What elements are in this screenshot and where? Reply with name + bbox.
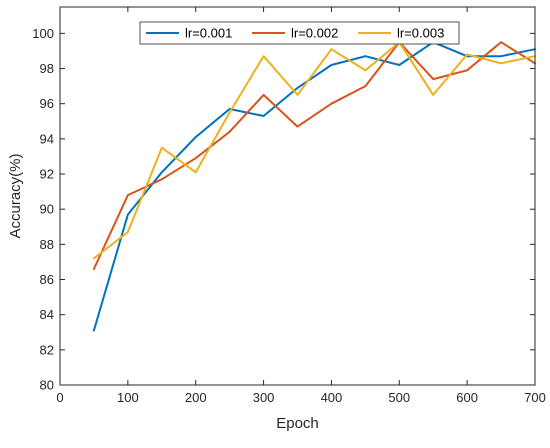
x-tick-label: 300 bbox=[253, 390, 275, 405]
y-tick-label: 100 bbox=[32, 26, 54, 41]
plot-area bbox=[60, 7, 535, 385]
series-line-lr=0.003 bbox=[92, 41, 536, 260]
x-tick-label: 500 bbox=[388, 390, 410, 405]
y-tick-label: 92 bbox=[40, 167, 54, 182]
series-line-lr=0.001 bbox=[92, 41, 536, 332]
legend-label-lr-0.003: lr=0.003 bbox=[397, 26, 444, 41]
y-tick-label: 96 bbox=[40, 96, 54, 111]
y-tick-label: 90 bbox=[40, 202, 54, 217]
x-tick-label: 200 bbox=[185, 390, 207, 405]
y-tick-label: 80 bbox=[40, 378, 54, 393]
legend: lr=0.001 lr=0.002 lr=0.003 bbox=[139, 21, 460, 45]
x-tick-label: 400 bbox=[321, 390, 343, 405]
series-lines bbox=[92, 41, 536, 332]
y-tick-label: 88 bbox=[40, 237, 54, 252]
legend-label-lr-0.001: lr=0.001 bbox=[185, 26, 232, 41]
x-tick-label: 600 bbox=[456, 390, 478, 405]
y-tick-label: 82 bbox=[40, 342, 54, 357]
y-axis-label: Accuracy(%) bbox=[7, 153, 24, 238]
plot-frame bbox=[59, 6, 536, 386]
y-tick-label: 84 bbox=[40, 307, 54, 322]
x-tick-label: 100 bbox=[117, 390, 139, 405]
legend-label-lr-0.002: lr=0.002 bbox=[291, 26, 338, 41]
y-tick-label: 98 bbox=[40, 61, 54, 76]
legend-box bbox=[139, 21, 460, 45]
x-tick-label: 0 bbox=[56, 390, 63, 405]
series-line-lr=0.002 bbox=[92, 41, 536, 270]
x-axis-label: Epoch bbox=[276, 415, 319, 432]
y-tick-label: 94 bbox=[40, 131, 54, 146]
axis-ticks bbox=[59, 7, 536, 386]
axis-tick-labels: 0 100 200 300 400 500 600 700 80 82 84 86 88 90 92 94 96… bbox=[32, 26, 546, 405]
x-tick-label: 700 bbox=[524, 390, 546, 405]
y-tick-label: 86 bbox=[40, 272, 54, 287]
